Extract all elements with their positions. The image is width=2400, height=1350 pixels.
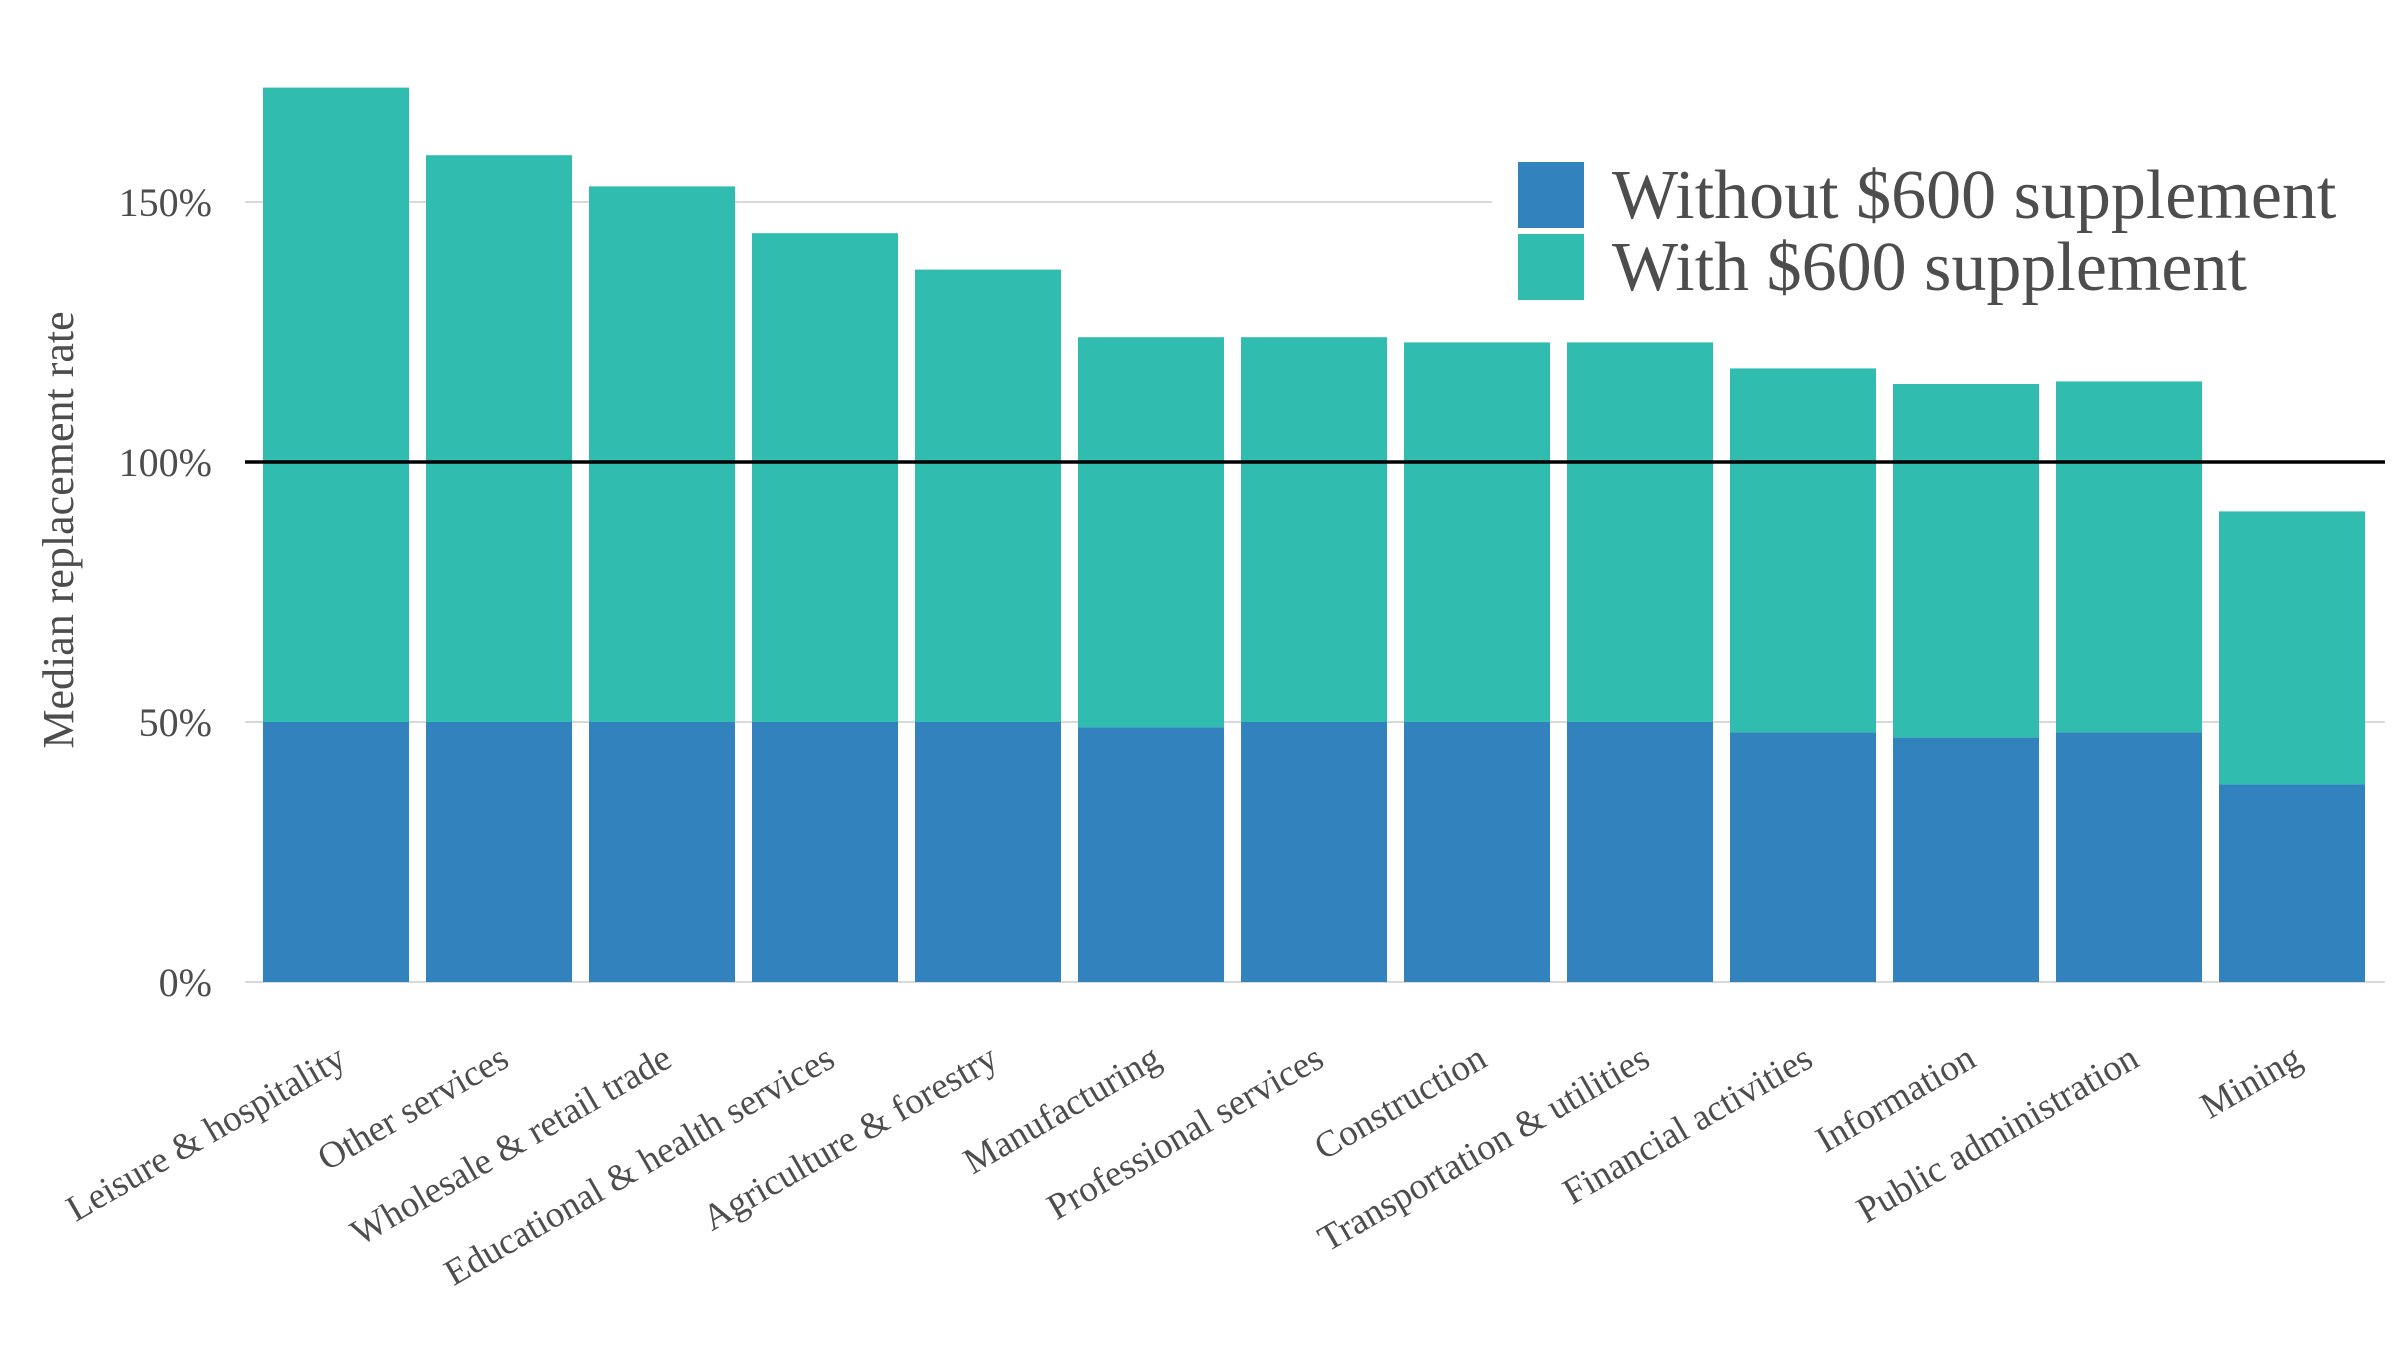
y-tick-label: 0% — [159, 960, 212, 1005]
bar-without-supplement — [1078, 727, 1224, 982]
bar-with-supplement — [1730, 368, 1876, 733]
bar-without-supplement — [1567, 722, 1713, 982]
bar-with-supplement — [1567, 342, 1713, 722]
bar-with-supplement — [2056, 381, 2202, 733]
bar-without-supplement — [915, 722, 1061, 982]
legend-label: With $600 supplement — [1612, 229, 2247, 306]
bar-without-supplement — [263, 722, 409, 982]
legend-swatch — [1518, 162, 1584, 228]
bar-with-supplement — [2219, 511, 2365, 785]
bar-with-supplement — [589, 186, 735, 722]
bar-without-supplement — [1893, 737, 2039, 982]
y-tick-label: 50% — [139, 700, 212, 745]
bar-with-supplement — [1078, 337, 1224, 728]
bar-with-supplement — [426, 155, 572, 722]
bar-without-supplement — [752, 722, 898, 982]
bar-with-supplement — [1241, 337, 1387, 722]
legend-label: Without $600 supplement — [1612, 157, 2337, 234]
x-tick-label: Professional services — [1040, 1037, 1330, 1228]
bar-with-supplement — [263, 87, 409, 723]
x-tick-label: Agriculture & forestry — [696, 1037, 1005, 1239]
bars — [263, 87, 2365, 982]
bar-without-supplement — [426, 722, 572, 982]
bar-with-supplement — [915, 269, 1061, 722]
y-tick-label: 100% — [119, 440, 212, 485]
bar-with-supplement — [1404, 342, 1550, 722]
bar-without-supplement — [1241, 722, 1387, 982]
bar-without-supplement — [2056, 732, 2202, 982]
y-tick-label: 150% — [119, 180, 212, 225]
bar-without-supplement — [2219, 784, 2365, 982]
y-axis-title: Median replacement rate — [34, 311, 83, 748]
bar-without-supplement — [589, 722, 735, 982]
bar-with-supplement — [752, 233, 898, 722]
bar-with-supplement — [1893, 384, 2039, 738]
y-axis: 0% 50% 100% 150% — [119, 180, 212, 1005]
bar-without-supplement — [1404, 722, 1550, 982]
x-tick-label: Mining — [2194, 1037, 2309, 1127]
bar-without-supplement — [1730, 732, 1876, 982]
legend-background — [1492, 150, 2400, 315]
x-tick-label: Public administration — [1850, 1037, 2146, 1231]
legend-swatch — [1518, 234, 1584, 300]
x-tick-label: Leisure & hospitality — [60, 1037, 353, 1230]
